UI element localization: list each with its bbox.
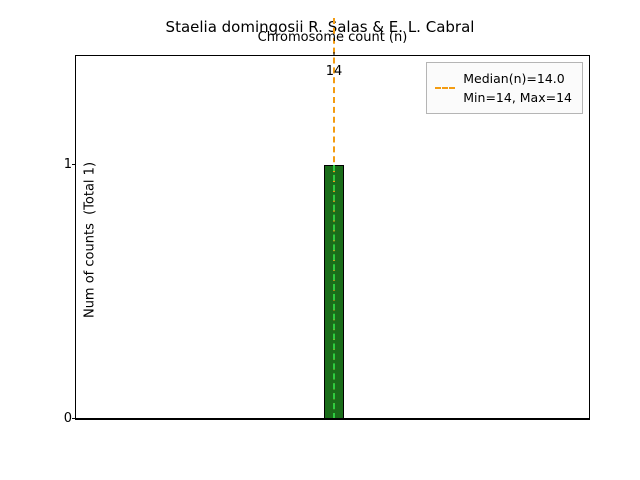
legend-label-stats: Min=14, Max=14 <box>463 88 572 107</box>
x-axis-baseline <box>76 418 589 419</box>
x-axis-label: Chromosome count (n) <box>75 30 590 45</box>
plot-area: 0 1 14 Median(n)=14.0 Min=14, Max=14 <box>75 55 590 420</box>
y-tick-1: 1 <box>58 157 72 172</box>
y-tick-mark-1 <box>72 164 76 165</box>
chart-root: Staelia domingosii R. Salas & E. L. Cabr… <box>0 0 640 480</box>
y-axis-label-wrap: Num of counts (Total 1) <box>79 90 98 390</box>
legend-label-median: Median(n)=14.0 <box>463 69 572 88</box>
legend-box[interactable]: Median(n)=14.0 Min=14, Max=14 <box>426 62 583 114</box>
y-tick-0: 0 <box>58 411 72 426</box>
y-axis-label: Num of counts (Total 1) <box>83 162 98 318</box>
legend-swatch-median <box>435 87 455 89</box>
median-line-inner <box>333 165 335 419</box>
x-tick-0: 14 <box>326 64 343 79</box>
x-tick-mark-0 <box>334 52 335 56</box>
